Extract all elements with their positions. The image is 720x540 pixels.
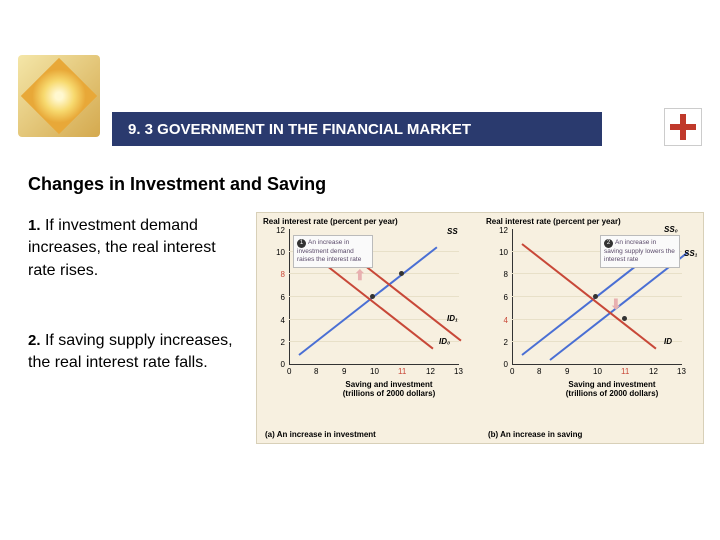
chart-a: Real interest rate (percent per year) 12… xyxy=(257,213,480,443)
xtick: 9 xyxy=(565,367,569,376)
ytick: 8 xyxy=(492,270,508,279)
nav-move-icon[interactable] xyxy=(664,108,702,146)
chart-b-caption: (b) An increase in saving xyxy=(488,430,582,439)
bullet-num: 2. xyxy=(28,332,41,349)
section-title: Changes in Investment and Saving xyxy=(28,174,326,195)
bullet-num: 1. xyxy=(28,217,41,234)
bullet-text: If investment demand increases, the real… xyxy=(28,217,216,279)
ytick-highlight: 4 xyxy=(492,316,508,325)
id-label: ID xyxy=(664,337,672,346)
chart-a-plot: 12 10 8 6 4 2 0 0 8 9 10 11 12 13 ⬆ SS I… xyxy=(269,229,469,379)
ytick: 12 xyxy=(269,226,285,235)
ytick: 0 xyxy=(492,360,508,369)
ytick: 2 xyxy=(492,338,508,347)
ss-label: SS xyxy=(447,227,458,236)
ss0-label: SS₀ xyxy=(664,225,678,234)
ytick: 12 xyxy=(492,226,508,235)
bullet-text: If saving supply increases, the real int… xyxy=(28,332,233,371)
ytick: 0 xyxy=(269,360,285,369)
header-title: 9. 3 GOVERNMENT IN THE FINANCIAL MARKET xyxy=(128,121,471,138)
xtick: 13 xyxy=(677,367,686,376)
xtick-highlight: 11 xyxy=(621,367,629,376)
chart-a-ytitle: Real interest rate (percent per year) xyxy=(263,217,474,226)
xtick: 12 xyxy=(426,367,435,376)
ytick: 10 xyxy=(492,248,508,257)
callout-text: An increase in saving supply lowers the … xyxy=(604,239,675,263)
arrow-up-icon: ⬆ xyxy=(354,267,366,284)
header-bar: 9. 3 GOVERNMENT IN THE FINANCIAL MARKET xyxy=(112,112,602,146)
xtick: 9 xyxy=(342,367,346,376)
ytick: 10 xyxy=(269,248,285,257)
chart-b-xlabel: Saving and investment(trillions of 2000 … xyxy=(532,381,692,399)
callout-text: An increase in investment demand raises … xyxy=(297,239,361,263)
id1-label: ID₁ xyxy=(447,314,458,323)
xtick: 0 xyxy=(510,367,514,376)
chart-b-callout: 2An increase in saving supply lowers the… xyxy=(600,235,680,268)
chart-a-xlabel: Saving and investment(trillions of 2000 … xyxy=(309,381,469,399)
ss1-label: SS₁ xyxy=(684,249,698,258)
ytick-highlight: 8 xyxy=(269,270,285,279)
xtick: 0 xyxy=(287,367,291,376)
xtick-highlight: 11 xyxy=(398,367,406,376)
bullet-2: 2. If saving supply increases, the real … xyxy=(28,330,242,375)
xtick: 8 xyxy=(537,367,541,376)
xtick: 10 xyxy=(593,367,602,376)
ytick: 2 xyxy=(269,338,285,347)
ytick: 6 xyxy=(269,293,285,302)
callout-num: 2 xyxy=(604,239,613,248)
chart-b: Real interest rate (percent per year) 12… xyxy=(480,213,703,443)
xtick: 12 xyxy=(649,367,658,376)
callout-num: 1 xyxy=(297,239,306,248)
chart-a-callout: 1An increase in investment demand raises… xyxy=(293,235,373,268)
chart-a-caption: (a) An increase in investment xyxy=(265,430,376,439)
ytick: 6 xyxy=(492,293,508,302)
xtick: 8 xyxy=(314,367,318,376)
xtick: 13 xyxy=(454,367,463,376)
arrow-down-icon: ⬇ xyxy=(610,296,622,313)
chart-b-plot: 12 10 8 6 4 2 0 0 8 9 10 11 12 13 ⬇ SS₀ … xyxy=(492,229,692,379)
bullet-1: 1. If investment demand increases, the r… xyxy=(28,215,242,282)
id0-label: ID₀ xyxy=(439,337,450,346)
slide-logo xyxy=(18,55,100,137)
ytick: 4 xyxy=(269,316,285,325)
charts-panel: Real interest rate (percent per year) 12… xyxy=(256,212,704,444)
xtick: 10 xyxy=(370,367,379,376)
